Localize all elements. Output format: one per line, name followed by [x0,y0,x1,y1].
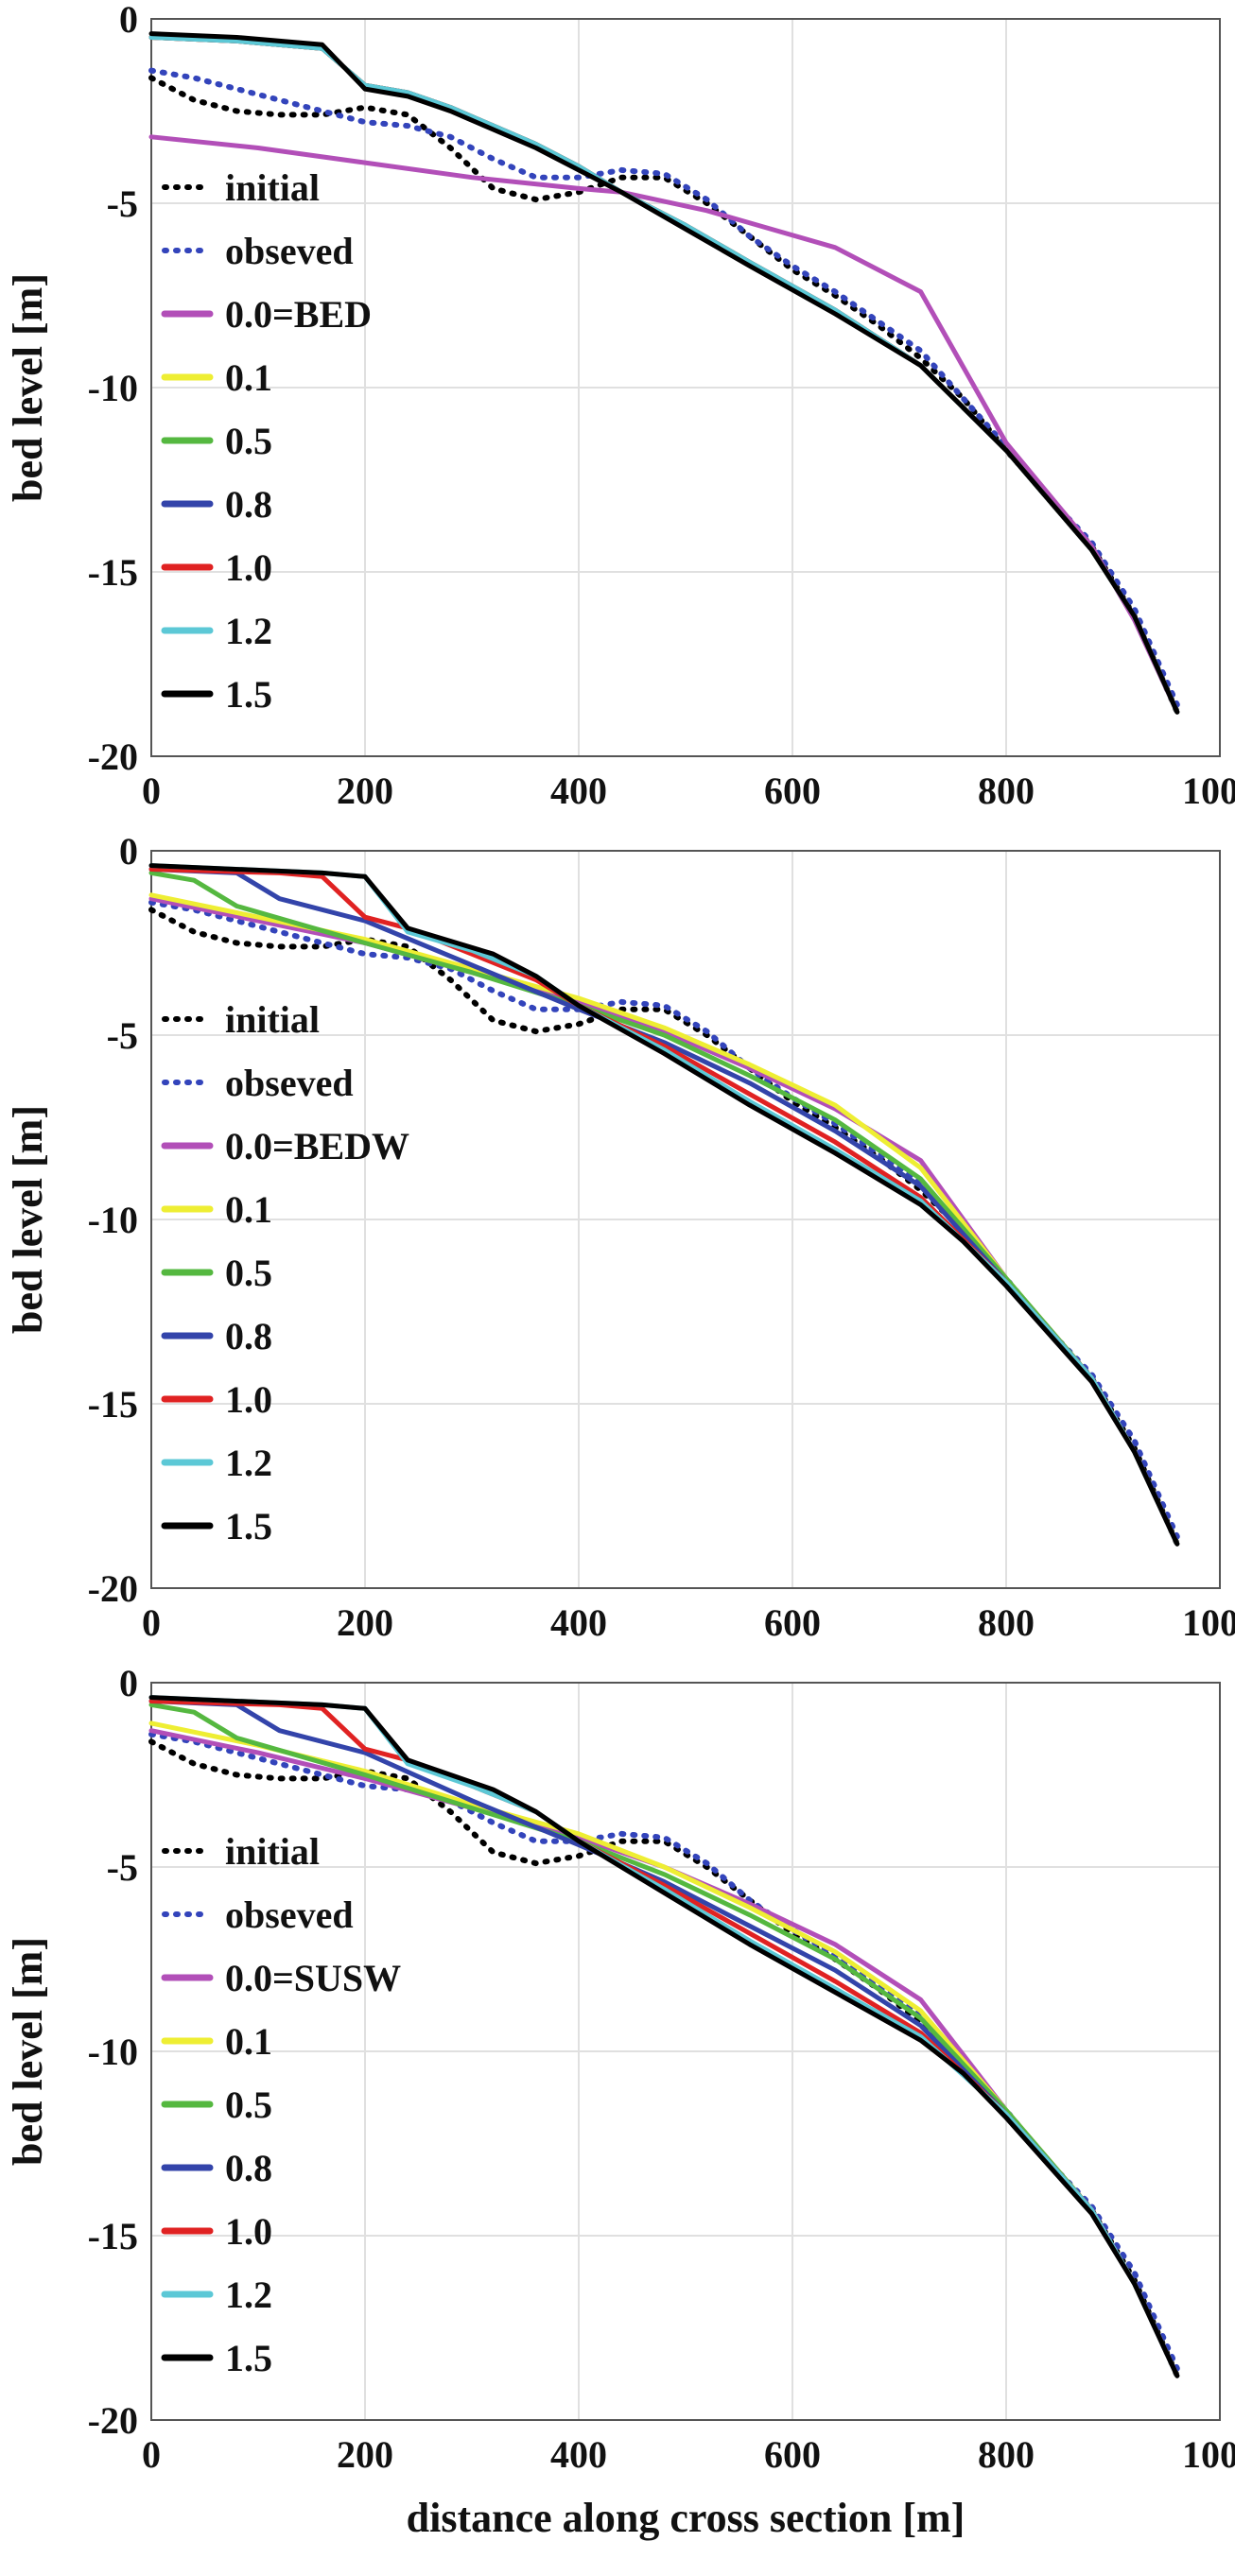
y-tick-label: -5 [107,1014,138,1057]
legend-label: 0.1 [225,356,272,399]
x-tick-label: 600 [764,1601,821,1644]
y-tick-label: -10 [88,367,138,409]
y-tick-label: 0 [119,830,138,873]
y-tick-label: -20 [88,2399,138,2442]
x-tick-label: 200 [337,1601,393,1644]
y-tick-label: -20 [88,735,138,778]
series-line-obseved [148,899,1180,1540]
y-tick-label: -15 [88,551,138,594]
legend-label: initial [225,998,320,1041]
legend-label: 1.5 [225,2337,272,2379]
legend-label: 1.5 [225,673,272,716]
legend-label: 0.5 [225,420,272,462]
y-tick-label: 0 [119,1662,138,1704]
legend-label: 0.1 [225,1188,272,1231]
y-axis-label: bed level [m] [5,1937,51,2166]
axes-frame [150,850,1221,1589]
y-tick-label: -5 [107,1846,138,1889]
x-tick-label: 0 [142,2433,161,2476]
legend-label: 0.5 [225,1252,272,1294]
legend-label: 0.1 [225,2020,272,2063]
series-line-1.5 [148,863,1180,1547]
x-tick-label: 600 [764,2433,821,2476]
legend-label: 0.0=BEDW [225,1125,409,1167]
legend-label: 0.0=SUSW [225,1957,401,1999]
legend-label: 1.5 [225,1505,272,1547]
x-tick-label: 0 [142,1601,161,1644]
legend-label: 0.8 [225,483,272,526]
x-tick-label: 200 [337,769,393,812]
y-tick-label: -10 [88,2031,138,2073]
series-line-initial [148,1738,1180,2379]
x-tick-label: 800 [978,2433,1035,2476]
series-line-0.0=BED [148,134,1180,715]
x-tick-label: 400 [550,1601,607,1644]
legend-label: obseved [225,1062,354,1104]
legend-label: obseved [225,230,354,272]
series-line-obseved [148,1731,1180,2372]
legend-label: obseved [225,1893,354,1936]
y-tick-label: -15 [88,1383,138,1426]
series-line-initial [148,75,1180,716]
x-axis-label: distance along cross section [m] [407,2495,965,2541]
legend-label: 1.2 [225,1442,272,1484]
y-axis-label: bed level [m] [5,273,51,502]
legend-label: 0.0=BED [225,293,372,336]
legend-label: 1.0 [225,1378,272,1421]
x-tick-label: 400 [550,769,607,812]
legend-label: initial [225,166,320,209]
axes-frame [150,18,1221,757]
x-tick-label: 400 [550,2433,607,2476]
series-line-obseved [148,67,1180,708]
legend-label: initial [225,1830,320,1873]
legend-label: 1.0 [225,2210,272,2253]
y-tick-label: -20 [88,1567,138,1610]
legend-label: 1.2 [225,610,272,652]
x-tick-label: 800 [978,1601,1035,1644]
y-tick-label: -5 [107,182,138,225]
y-axis-label: bed level [m] [5,1105,51,1334]
series-line-1.5 [148,31,1180,715]
series-line-1.5 [148,1695,1180,2378]
y-tick-label: -10 [88,1199,138,1241]
legend-label: 0.5 [225,2083,272,2126]
legend-label: 1.0 [225,546,272,589]
axes-frame [150,1682,1221,2421]
series-line-initial [148,907,1180,1547]
legend-label: 0.8 [225,1315,272,1357]
y-tick-label: -15 [88,2215,138,2257]
x-tick-label: 800 [978,769,1035,812]
y-tick-label: 0 [119,0,138,41]
legend-label: 0.8 [225,2147,272,2189]
x-tick-label: 0 [142,769,161,812]
x-tick-label: 200 [337,2433,393,2476]
x-tick-label: 600 [764,769,821,812]
legend-label: 1.2 [225,2273,272,2316]
